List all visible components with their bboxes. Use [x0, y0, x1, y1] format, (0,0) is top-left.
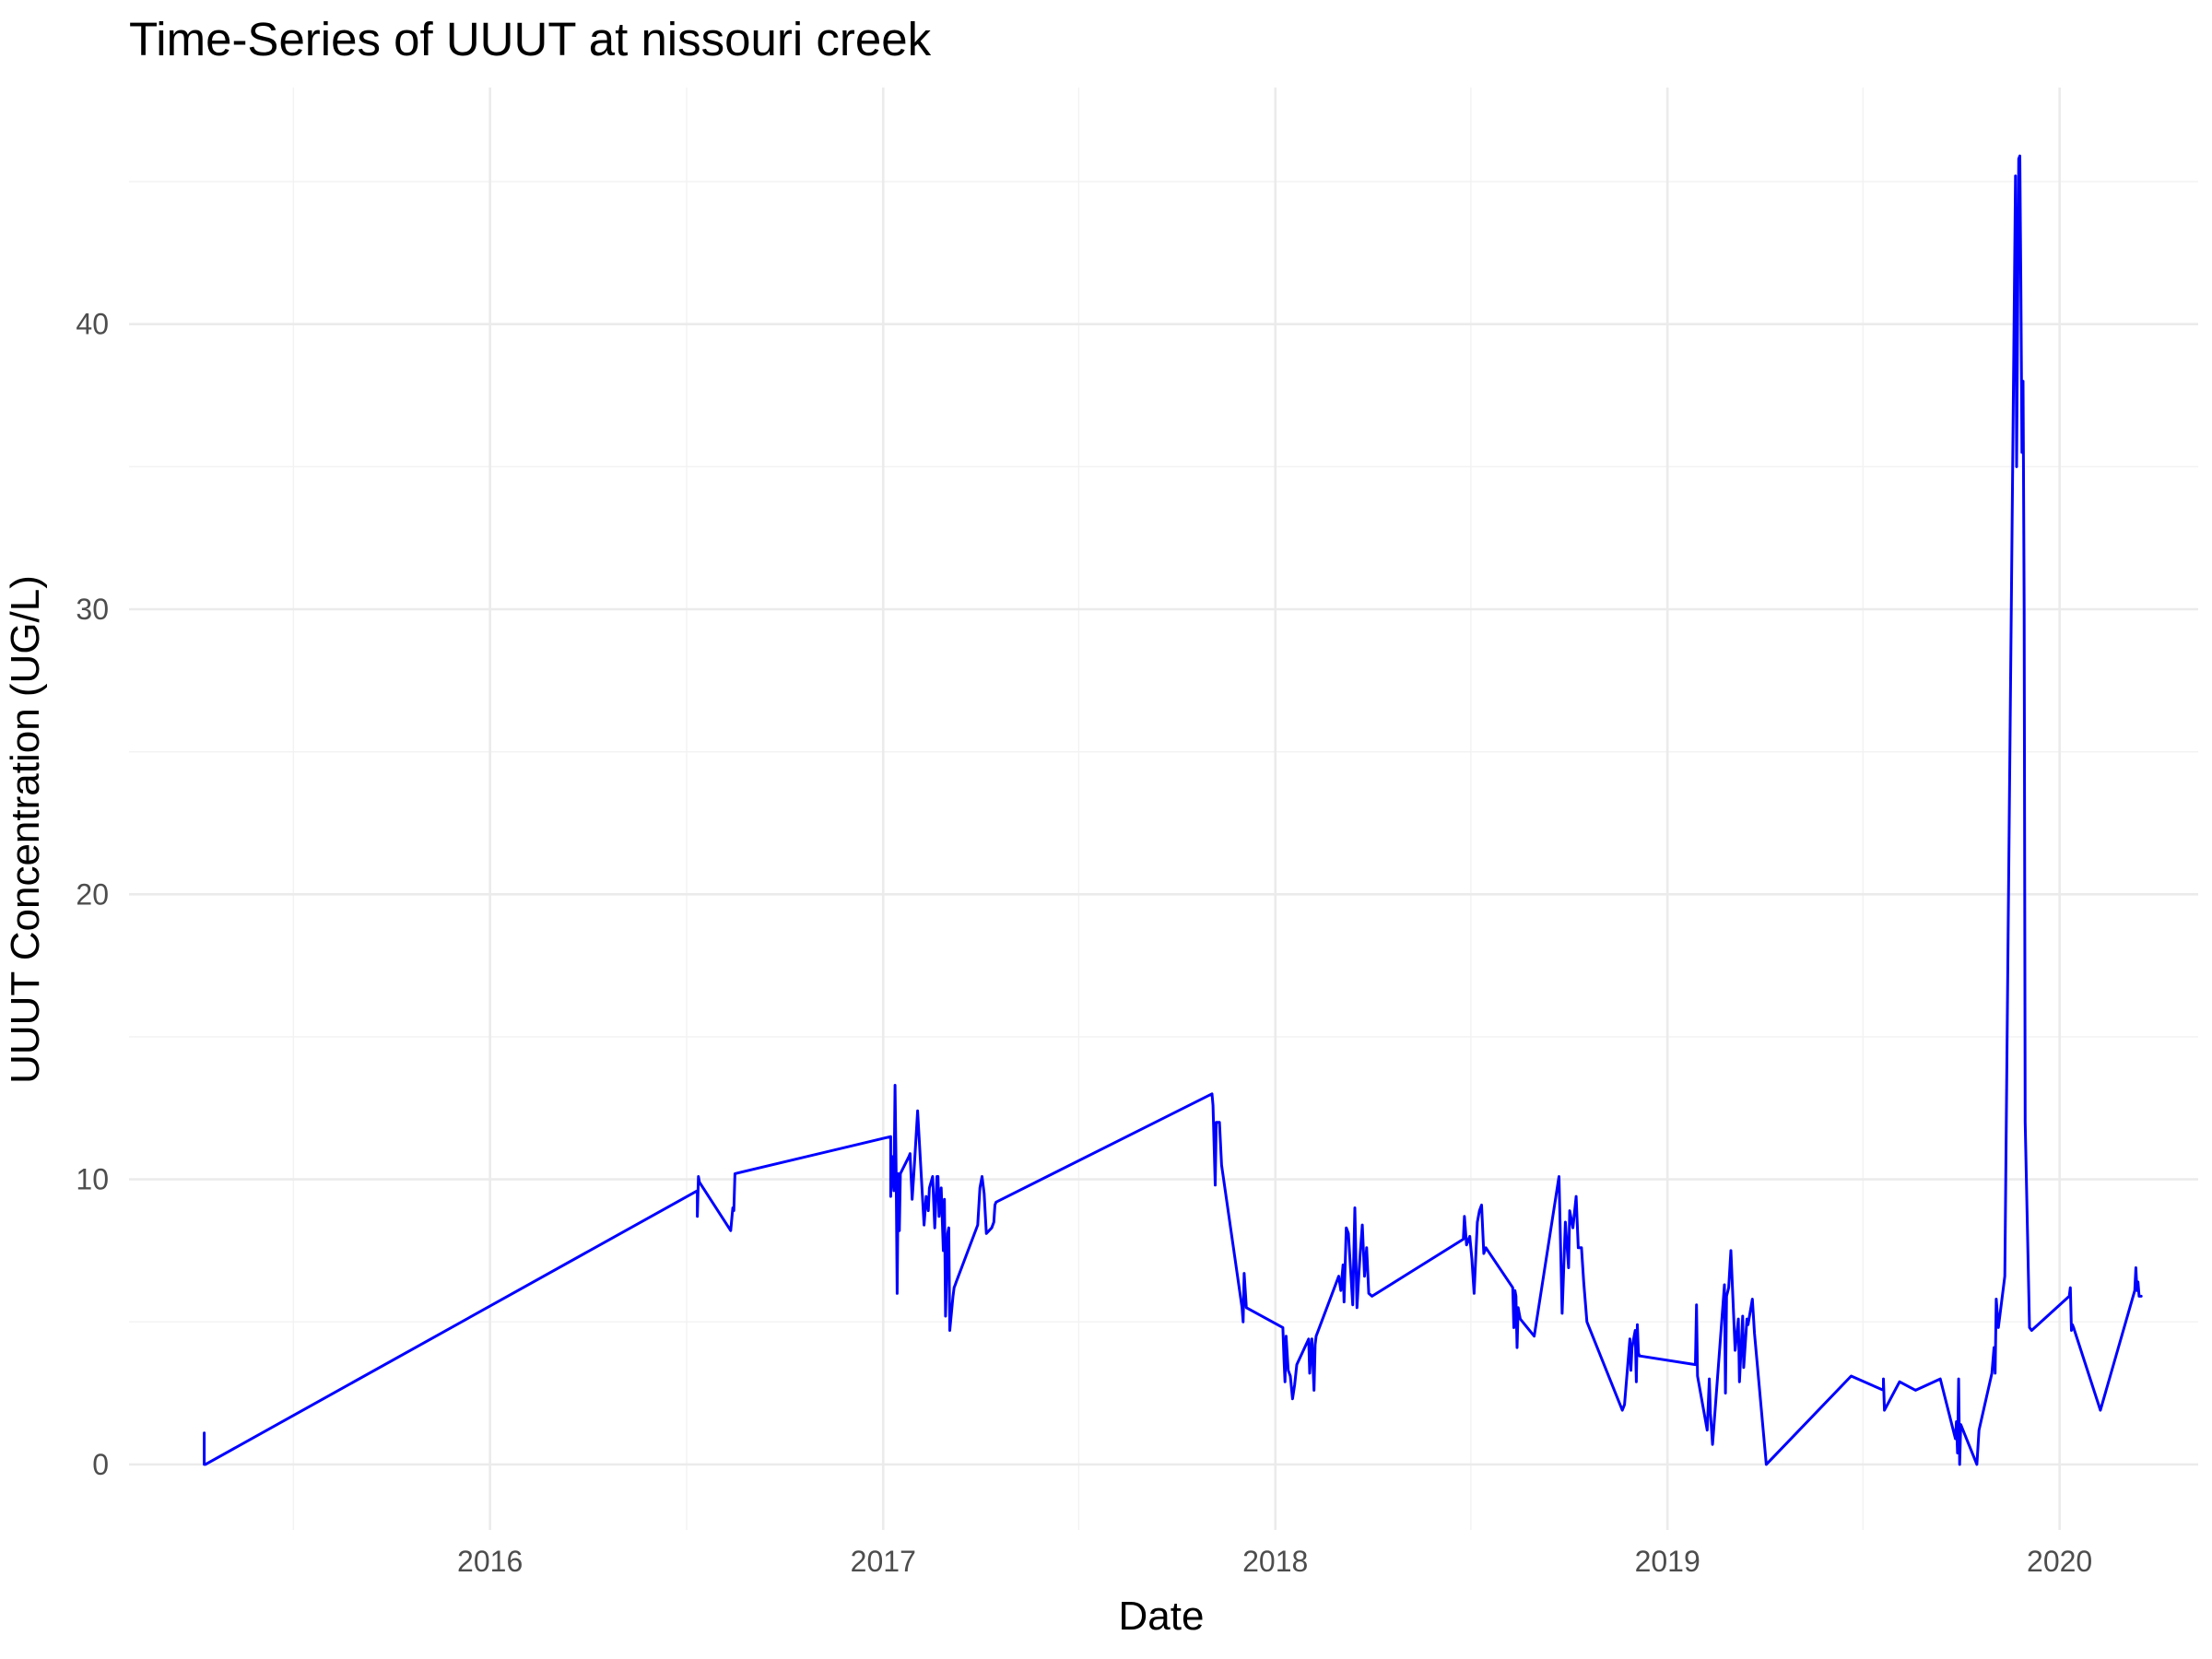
y-tick-label: 0 — [92, 1448, 109, 1481]
x-tick-label: 2016 — [457, 1545, 523, 1578]
series-layer — [203, 154, 2143, 1466]
y-tick-label: 30 — [76, 593, 109, 626]
y-tick-label: 20 — [76, 877, 109, 911]
x-tick-label: 2020 — [2027, 1545, 2092, 1578]
x-tick-label: 2017 — [851, 1545, 916, 1578]
chart-title: Time-Series of UUUT at nissouri creek — [129, 13, 932, 65]
y-tick-label: 10 — [76, 1163, 109, 1196]
y-tick-label: 40 — [76, 308, 109, 341]
major-gridlines — [129, 88, 2198, 1530]
x-tick-label: 2019 — [1635, 1545, 1700, 1578]
x-tick-labels: 2016 2017 2018 2019 2020 — [457, 1545, 2092, 1578]
series-line — [203, 154, 2143, 1466]
y-axis-title: UUUT Concentration (UG/L) — [3, 575, 48, 1084]
x-axis-title: Date — [1119, 1594, 1205, 1639]
x-tick-label: 2018 — [1242, 1545, 1308, 1578]
minor-gridlines — [129, 88, 2198, 1530]
y-tick-labels: 0 10 20 30 40 — [76, 308, 109, 1481]
